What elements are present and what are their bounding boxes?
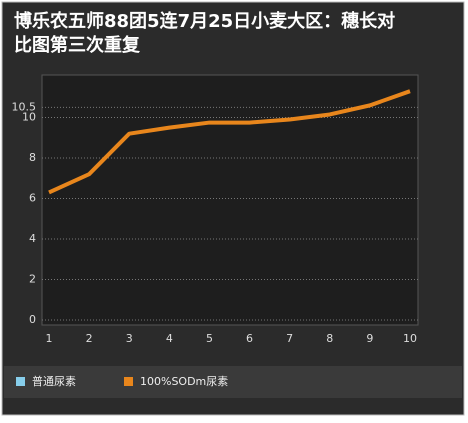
legend-label: 100%SODm尿素	[140, 375, 228, 388]
x-tick-label: 2	[86, 332, 93, 345]
y-tick-label: 2	[29, 272, 36, 285]
legend-swatch	[124, 377, 133, 386]
y-tick-label: 6	[29, 191, 36, 204]
y-tick-label: 0	[29, 313, 36, 326]
x-tick-label: 6	[246, 332, 253, 345]
series-line	[48, 89, 411, 195]
x-tick-label: 3	[126, 332, 133, 345]
legend-label: 普通尿素	[32, 374, 76, 388]
plot-area	[41, 74, 419, 326]
y-tick-label: 8	[29, 151, 36, 164]
legend-area	[4, 366, 462, 398]
x-tick-label: 5	[206, 332, 213, 345]
x-tick-label: 10	[403, 332, 417, 345]
y-tick-label: 4	[29, 232, 36, 245]
x-tick-label: 7	[286, 332, 293, 345]
legend-swatch	[16, 377, 25, 386]
x-tick-label: 1	[46, 332, 53, 345]
y-tick-label: 10.5	[12, 100, 37, 113]
x-tick-label: 4	[166, 332, 173, 345]
chart-title: 博乐农五师88团5连7月25日小麦大区：穗长对比图第三次重复	[14, 10, 395, 56]
y-tick-label: 10	[22, 111, 36, 124]
x-tick-label: 9	[366, 332, 373, 345]
x-tick-label: 8	[326, 332, 333, 345]
